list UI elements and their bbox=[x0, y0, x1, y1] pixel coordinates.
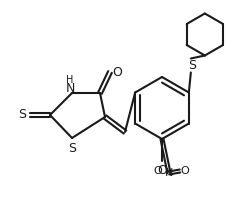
Text: O: O bbox=[156, 164, 166, 177]
Text: O: O bbox=[153, 166, 161, 176]
Text: S: S bbox=[187, 59, 195, 72]
Text: N: N bbox=[65, 83, 74, 96]
Text: N: N bbox=[164, 168, 173, 178]
Text: H: H bbox=[66, 75, 73, 85]
Text: S: S bbox=[68, 142, 76, 155]
Text: O: O bbox=[179, 166, 188, 176]
Text: S: S bbox=[18, 109, 26, 122]
Text: O: O bbox=[112, 65, 121, 78]
